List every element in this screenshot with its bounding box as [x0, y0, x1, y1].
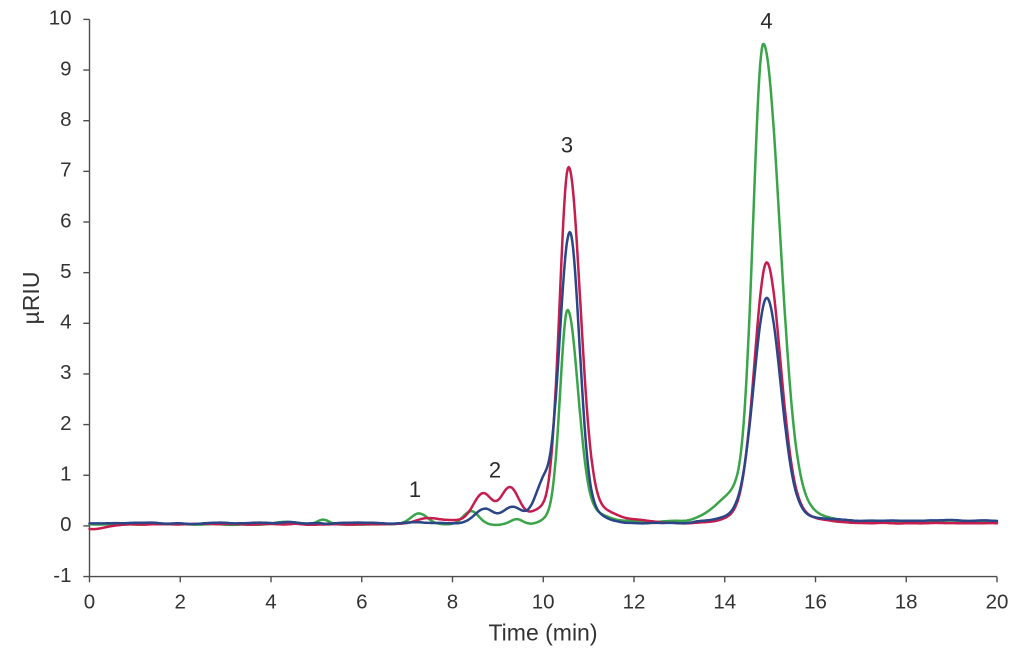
svg-text:16: 16: [804, 591, 827, 614]
svg-text:10: 10: [532, 591, 555, 614]
svg-text:4: 4: [760, 9, 772, 34]
svg-text:0: 0: [60, 513, 71, 536]
svg-text:1: 1: [409, 477, 421, 502]
svg-text:Time (min): Time (min): [488, 620, 597, 646]
svg-text:14: 14: [713, 591, 736, 614]
svg-text:2: 2: [489, 458, 501, 483]
svg-text:8: 8: [447, 591, 458, 614]
svg-text:3: 3: [60, 361, 71, 384]
svg-text:2: 2: [174, 591, 185, 614]
svg-text:µRIU: µRIU: [18, 272, 44, 325]
svg-text:6: 6: [356, 591, 367, 614]
svg-text:1: 1: [60, 463, 71, 486]
svg-text:18: 18: [895, 591, 918, 614]
svg-text:20: 20: [986, 591, 1009, 614]
svg-text:4: 4: [265, 591, 276, 614]
svg-text:7: 7: [60, 159, 71, 182]
svg-text:8: 8: [60, 108, 71, 131]
svg-text:5: 5: [60, 260, 71, 283]
svg-text:0: 0: [84, 591, 95, 614]
svg-text:4: 4: [60, 311, 71, 334]
svg-text:9: 9: [60, 57, 71, 80]
svg-text:-1: -1: [53, 564, 71, 587]
svg-text:12: 12: [623, 591, 646, 614]
svg-text:2: 2: [60, 412, 71, 435]
svg-text:10: 10: [49, 7, 72, 30]
svg-text:6: 6: [60, 209, 71, 232]
svg-text:3: 3: [561, 133, 573, 158]
